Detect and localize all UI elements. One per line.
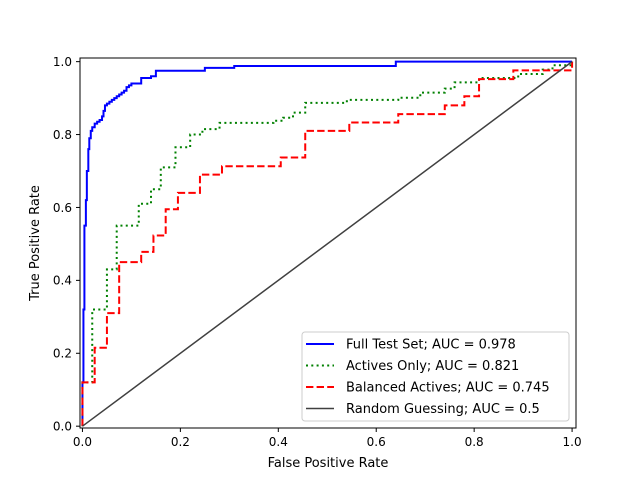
x-tick-label: 0.2 <box>171 435 190 449</box>
x-axis-ticks: 0.0 0.2 0.4 0.6 0.8 1.0 <box>73 428 582 449</box>
x-tick-label: 0.4 <box>269 435 288 449</box>
y-tick-label: 0.0 <box>53 419 72 433</box>
series-lines <box>81 60 574 427</box>
legend-entries: Full Test Set; AUC = 0.978 Actives Only; … <box>306 338 550 417</box>
axes-frame <box>79 57 577 429</box>
x-axis-label: False Positive Rate <box>268 456 389 471</box>
legend-label: Full Test Set; AUC = 0.978 <box>346 338 516 353</box>
y-axis-label: True Positive Rate <box>28 185 43 302</box>
legend-label: Balanced Actives; AUC = 0.745 <box>346 381 550 396</box>
legend-box <box>301 331 570 422</box>
series-line-actives-only <box>81 61 574 427</box>
y-tick-label: 1.0 <box>53 55 72 69</box>
x-tick-label: 1.0 <box>563 435 582 449</box>
x-tick-label: 0.0 <box>73 435 92 449</box>
y-axis-ticks: 0.0 0.2 0.4 0.6 0.8 1.0 <box>53 55 80 433</box>
series-line-full-test-set <box>81 60 573 427</box>
y-tick-label: 0.4 <box>53 274 72 288</box>
series-line-balanced-actives <box>81 61 574 427</box>
y-tick-label: 0.2 <box>53 347 72 361</box>
y-tick-label: 0.8 <box>53 128 72 142</box>
x-tick-label: 0.6 <box>367 435 386 449</box>
y-tick-label: 0.6 <box>53 201 72 215</box>
legend: Full Test Set; AUC = 0.978 Actives Only; … <box>301 331 570 422</box>
legend-label: Actives Only; AUC = 0.821 <box>346 359 519 374</box>
x-tick-label: 0.8 <box>465 435 484 449</box>
legend-label: Random Guessing; AUC = 0.5 <box>346 402 540 417</box>
series-line-random-guessing <box>82 61 573 427</box>
